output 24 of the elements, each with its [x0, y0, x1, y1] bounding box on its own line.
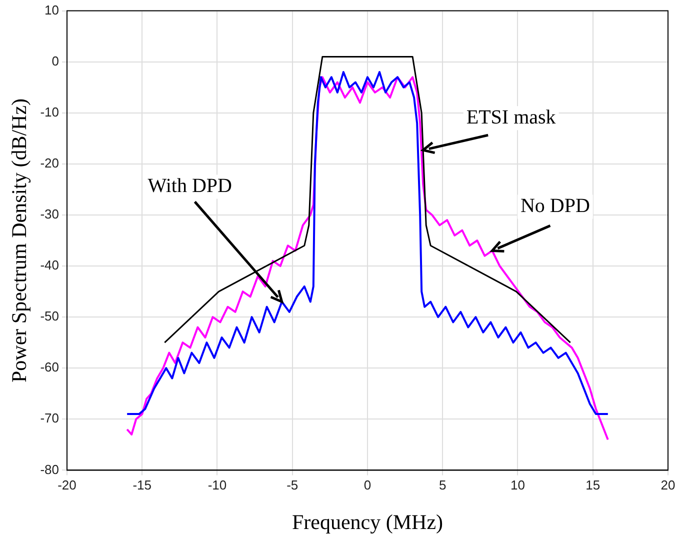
y-tick-label: -20 [40, 156, 59, 171]
x-tick-label: 20 [660, 478, 676, 493]
x-tick-label: 0 [364, 478, 372, 493]
annotation: ETSI mask [466, 106, 556, 128]
x-tick-label: -5 [286, 478, 298, 493]
y-tick-label: -50 [40, 308, 59, 324]
y-tick-label: -60 [40, 360, 59, 375]
x-tick-label: -20 [58, 478, 76, 493]
y-tick-label: 0 [52, 53, 59, 68]
y-tick-label: -80 [40, 462, 59, 477]
x-tick-label: 5 [439, 478, 446, 493]
annotation: No DPD [520, 194, 590, 217]
y-tick-label: -10 [40, 104, 59, 120]
y-tick-label: 10 [44, 2, 59, 18]
x-tick-label: 10 [510, 478, 525, 493]
x-tick-label: -10 [208, 478, 227, 493]
x-tick-label: 15 [586, 478, 600, 493]
x-tick-label: -15 [132, 478, 152, 493]
y-axis-title: Power Spectrum Density (dB/Hz) [7, 98, 32, 383]
x-axis-title: Frequency (MHz) [292, 510, 444, 534]
y-tick-label: -70 [40, 410, 59, 426]
y-tick-label: -40 [40, 258, 59, 273]
annotation: With DPD [148, 175, 232, 198]
y-tick-label: -30 [40, 206, 59, 222]
